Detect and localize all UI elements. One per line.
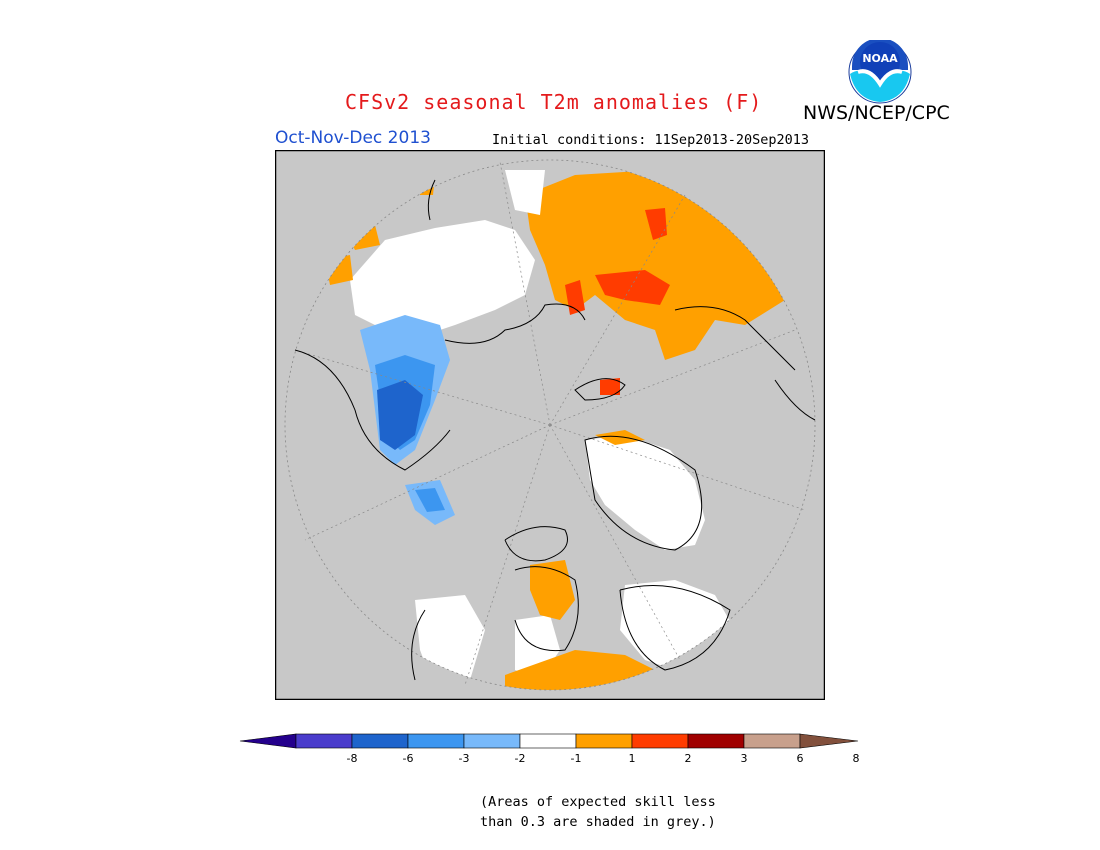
colorbar-arrow-right <box>799 733 859 749</box>
colorbar-tick-label: -8 <box>347 752 358 765</box>
coastlines <box>294 179 816 681</box>
region-neutral <box>350 220 535 335</box>
colorbar-tick-label: 8 <box>853 752 860 765</box>
region-warm-strong <box>600 378 620 395</box>
colorbar-tick-label: -2 <box>515 752 526 765</box>
colorbar-swatch <box>519 733 577 749</box>
region-warm-strong <box>645 208 667 240</box>
colorbar-swatch <box>351 733 409 749</box>
noaa-logo-icon: NOAA <box>848 40 912 104</box>
colorbar-tick-label: -1 <box>571 752 582 765</box>
graticule-circle <box>284 159 816 691</box>
region-cool-strong <box>377 380 423 450</box>
region-warm-strong <box>595 270 670 305</box>
skill-note-line-1: (Areas of expected skill less <box>480 794 716 810</box>
season-label: Oct-Nov-Dec 2013 <box>275 128 431 148</box>
colorbar-swatch <box>407 733 465 749</box>
map-frame <box>275 150 825 700</box>
colorbar-tick-label: 6 <box>797 752 804 765</box>
skill-note: (Areas of expected skill less than 0.3 a… <box>480 792 740 832</box>
colorbar-swatch <box>575 733 633 749</box>
skill-note-line-2: than 0.3 are shaded in grey.) <box>480 814 716 830</box>
chart-title: CFSv2 seasonal T2m anomalies (F) <box>345 90 763 114</box>
region-neutral <box>585 435 705 550</box>
colorbar-tick-label: 2 <box>685 752 692 765</box>
colorbar-tick-label: -3 <box>459 752 470 765</box>
colorbar-tick-label: 3 <box>741 752 748 765</box>
colorbar-swatch <box>463 733 521 749</box>
region-warm <box>595 430 645 445</box>
colorbar-swatch <box>743 733 801 749</box>
colorbar-swatch <box>631 733 689 749</box>
region-cool <box>415 488 445 512</box>
colorbar-swatch <box>295 733 353 749</box>
region-neutral <box>505 170 545 215</box>
colorbar-arrow-left <box>239 733 297 749</box>
colorbar: -8 -6 -3 -2 -1 1 2 3 6 8 <box>239 733 860 765</box>
region-warm <box>530 560 575 620</box>
agency-label: NWS/NCEP/CPC <box>803 102 950 124</box>
graticule-meridians <box>294 161 806 686</box>
colorbar-tick-label: 1 <box>629 752 636 765</box>
colorbar-tick-label: -6 <box>403 752 414 765</box>
polar-map <box>275 150 825 700</box>
initial-conditions-label: Initial conditions: 11Sep2013-20Sep2013 <box>492 132 809 148</box>
colorbar-swatch <box>687 733 745 749</box>
logo-text: NOAA <box>862 52 898 65</box>
